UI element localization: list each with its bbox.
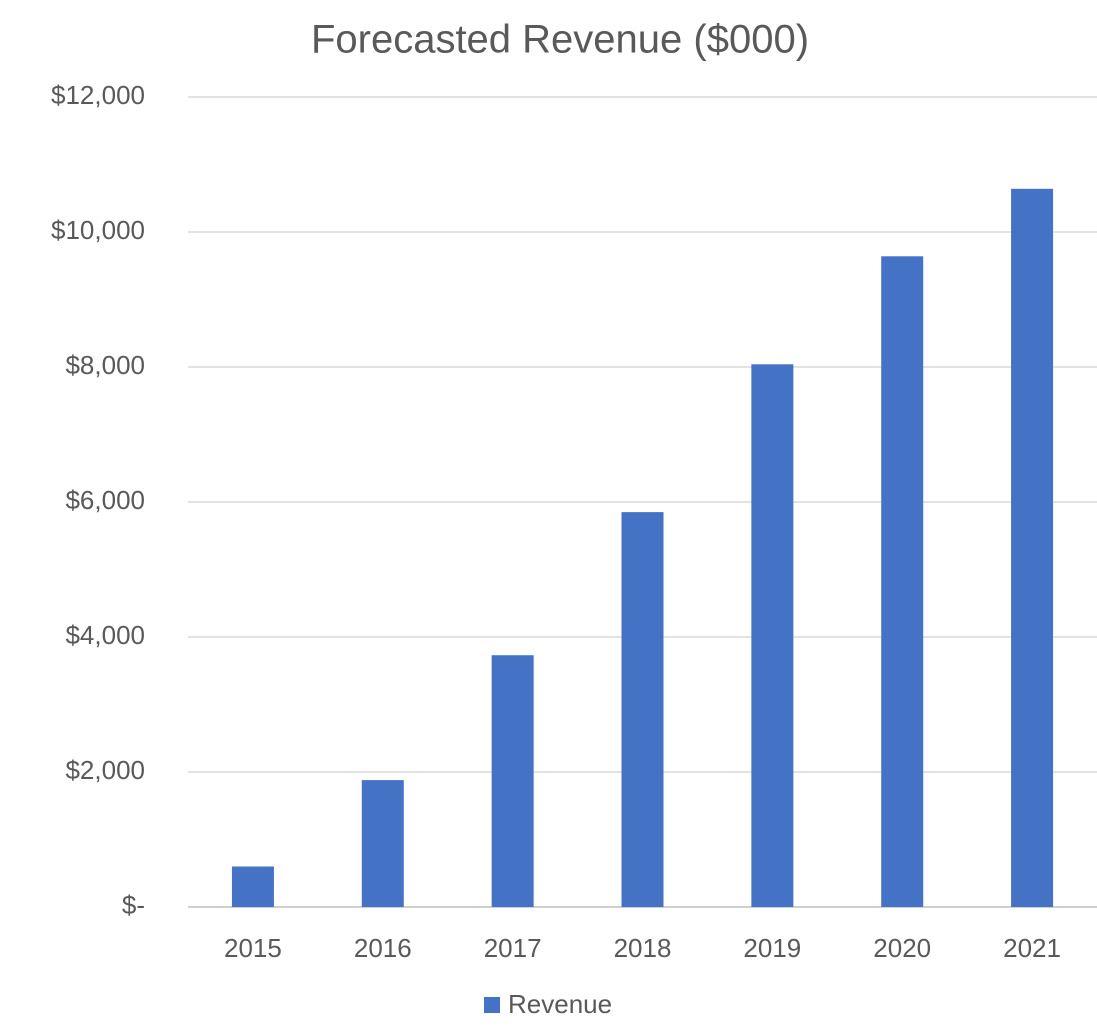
y-tick-label: $6,000 [65, 485, 145, 515]
bar [751, 364, 794, 907]
x-tick-label: 2017 [484, 933, 542, 963]
bar [881, 256, 924, 907]
bar [361, 780, 404, 907]
chart-title: Forecasted Revenue ($000) [311, 18, 809, 62]
x-tick-label: 2021 [1003, 933, 1061, 963]
x-tick-label: 2015 [224, 933, 282, 963]
bar [231, 866, 274, 907]
y-tick-label: $4,000 [65, 620, 145, 650]
legend-label: Revenue [508, 989, 612, 1019]
bar [1011, 188, 1054, 908]
bar [491, 655, 534, 907]
y-tick-label: $10,000 [51, 215, 145, 245]
y-tick-label: $12,000 [51, 80, 145, 110]
x-tick-label: 2019 [743, 933, 801, 963]
bar [621, 512, 664, 907]
x-tick-label: 2018 [614, 933, 672, 963]
legend-swatch [484, 997, 500, 1013]
x-tick-label: 2020 [873, 933, 931, 963]
x-tick-label: 2016 [354, 933, 412, 963]
y-tick-label: $- [122, 890, 145, 920]
y-tick-label: $2,000 [65, 755, 145, 785]
y-tick-label: $8,000 [65, 350, 145, 380]
